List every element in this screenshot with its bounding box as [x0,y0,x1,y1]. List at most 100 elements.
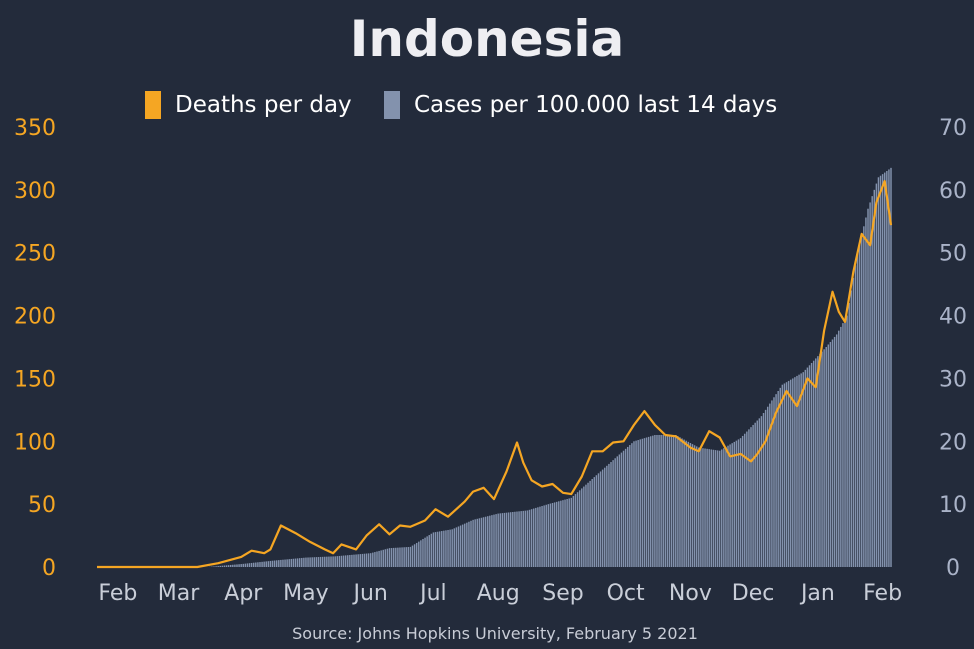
cases-bar [240,564,242,567]
cases-bar [593,477,596,567]
cases-bar [800,373,802,567]
cases-bar [367,553,370,567]
cases-bar [280,559,282,567]
cases-bar [854,265,857,567]
cases-bar [415,542,418,567]
cases-bar [764,409,767,567]
cases-bar [727,445,729,567]
cases-bar [311,557,313,567]
cases-bar [259,562,261,567]
cases-bar [480,517,483,567]
cases-bar [378,550,380,567]
cases-bar [537,507,539,567]
cases-bar [336,556,339,567]
cases-bar [863,226,865,567]
cases-bar [319,556,322,567]
cases-bar [616,456,619,567]
cases-bar [532,508,535,567]
cases-bar [372,552,374,567]
cases-bar [449,529,451,567]
cases-bar [712,449,715,567]
cases-bar [539,506,541,567]
cases-bar [633,441,635,567]
right-tick-label: 10 [939,493,967,518]
legend-swatch-cases [384,91,400,119]
cases-bar [217,566,219,567]
cases-bar [392,547,395,567]
cases-bar [570,497,573,567]
cases-bar [535,507,537,567]
cases-bar [656,435,658,567]
cases-bar [438,531,441,567]
cases-bar [484,516,487,567]
cases-bar [512,512,514,567]
x-tick-label: Aug [477,581,520,606]
cases-bar [445,530,447,567]
cases-bar [890,167,892,568]
cases-bar [453,528,456,567]
cases-bar [487,516,489,567]
cases-bar [585,484,587,567]
cases-bar [397,547,399,567]
cases-bar [827,344,830,567]
cases-bar [599,471,602,567]
cases-bar [698,447,700,567]
cases-bar [815,358,817,567]
cases-bar [850,290,853,567]
cases-bar [271,560,274,567]
cases-bar [328,556,330,567]
cases-bar [595,475,598,567]
right-tick-label: 30 [939,367,967,392]
cases-bar [658,435,660,567]
cases-bar [303,557,305,567]
cases-bar [317,557,320,567]
cases-bar [405,547,407,567]
x-tick-label: Feb [98,581,137,606]
cases-bar [275,560,278,567]
cases-bar [432,532,435,567]
cases-bar [369,553,372,567]
cases-bar [664,435,667,567]
cases-bar [562,500,564,567]
cases-bar [541,506,543,567]
cases-bar [869,202,871,567]
cases-bar [635,440,637,567]
cases-bar [257,562,259,567]
cases-bar [252,562,255,567]
cases-bar [587,482,589,567]
cases-bar [835,334,838,567]
cases-bar [840,326,842,567]
cases-bar [838,330,840,567]
cases-bar [221,565,224,567]
cases-bar [792,378,794,567]
cases-bar [739,438,742,567]
cases-bar [418,541,420,567]
x-tick-label: Sep [542,581,583,606]
cases-bar [606,465,608,567]
cases-bar [604,467,606,567]
cases-bar [873,189,876,568]
cases-bar [725,446,727,567]
cases-bar [234,564,236,567]
cases-bar [261,561,263,567]
cases-bar [457,526,460,567]
cases-bar [248,563,251,567]
right-tick-label: 0 [946,556,960,581]
cases-bar [641,438,644,567]
cases-bar [781,384,784,567]
cases-bar [518,511,520,567]
left-tick-label: 200 [14,305,56,330]
cases-bar [478,518,481,567]
cases-bar [861,235,863,568]
cases-bar [610,462,612,567]
cases-bar [411,545,414,567]
cases-bar [672,435,675,567]
cases-bar [804,369,807,567]
cases-bar [409,546,412,567]
cases-bar [706,448,708,567]
cases-bar [334,556,336,567]
cases-bar [578,490,581,567]
cases-bar [693,445,696,567]
cases-bar [363,553,366,567]
cases-bar [710,449,713,567]
